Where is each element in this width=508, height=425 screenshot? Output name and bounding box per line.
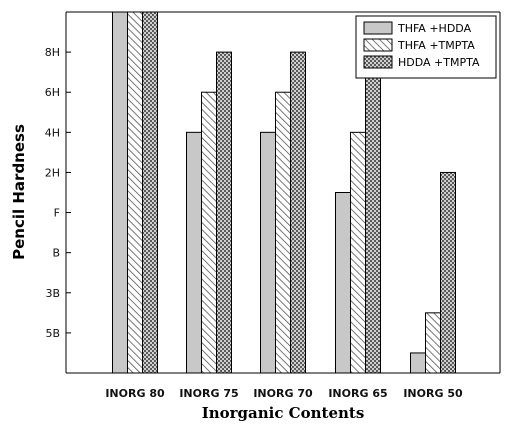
bar [112, 11, 128, 374]
x-tick-label: INORG 50 [403, 387, 463, 400]
bar [425, 312, 441, 374]
y-tick-label: B [52, 247, 60, 260]
y-tick-label: 5B [45, 327, 60, 340]
x-tick-label: INORG 75 [179, 387, 238, 400]
bar [350, 131, 366, 374]
bar [410, 352, 426, 374]
legend-swatch [363, 21, 393, 35]
bar [335, 192, 351, 374]
bar [365, 71, 381, 374]
legend-label: HDDA +TMPTA [398, 56, 480, 69]
y-tick-label: 8H [45, 46, 60, 59]
bar [142, 11, 158, 374]
bar [186, 131, 202, 374]
y-ticks: 5B 3B B F 2H 4H 6H 8H [45, 46, 71, 340]
y-tick-label: 2H [45, 166, 60, 179]
legend-swatch [363, 55, 393, 69]
bar [216, 51, 232, 374]
x-tick-label: INORG 80 [105, 387, 165, 400]
bars [112, 11, 456, 374]
legend-swatch [363, 38, 393, 52]
y-tick-label: 3B [45, 287, 60, 300]
x-tick-label: INORG 70 [253, 387, 313, 400]
bar [275, 91, 291, 374]
bar [127, 11, 143, 374]
legend: THFA +HDDA THFA +TMPTA HDDA +TMPTA [355, 15, 497, 79]
y-tick-label: 4H [45, 126, 60, 139]
y-axis-title: Pencil Hardness [10, 124, 28, 260]
legend-label: THFA +HDDA [397, 22, 472, 35]
y-tick-label: 6H [45, 86, 60, 99]
bar [440, 171, 456, 374]
x-axis-title: Inorganic Contents [202, 404, 365, 422]
y-tick-label: F [54, 207, 60, 220]
legend-label: THFA +TMPTA [397, 39, 475, 52]
bar [290, 51, 306, 374]
bar [201, 91, 217, 374]
x-tick-labels: INORG 80 INORG 75 INORG 70 INORG 65 INORG 50 [105, 387, 463, 400]
bar [260, 131, 276, 374]
x-tick-label: INORG 65 [328, 387, 387, 400]
